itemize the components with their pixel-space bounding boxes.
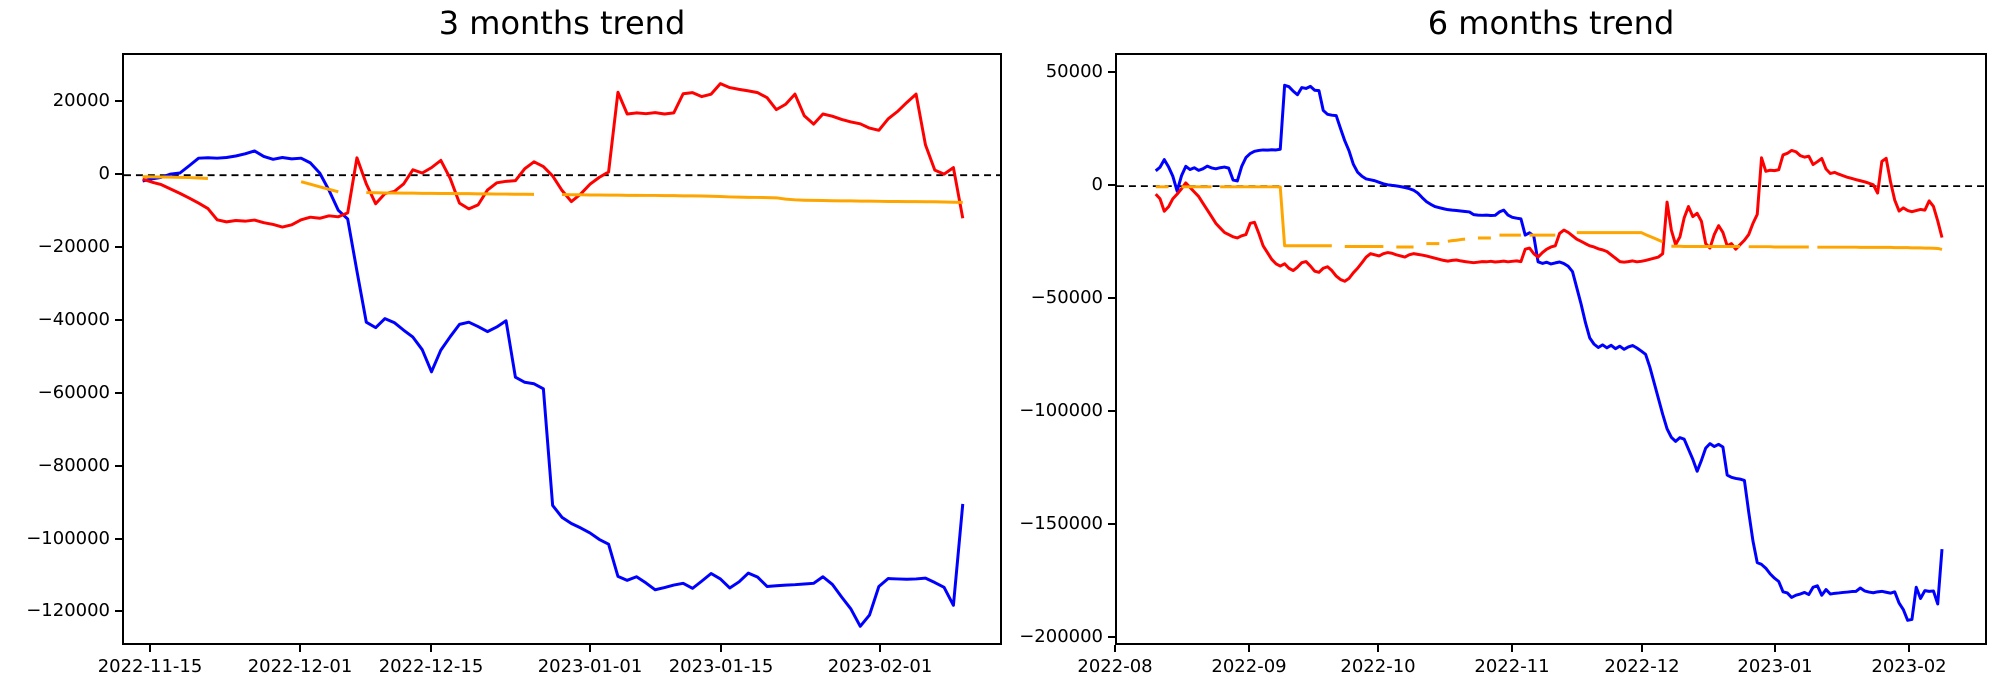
x-tick-mark [1377,645,1379,652]
y-tick-label: −100000 [1019,400,1103,421]
x-tick-label: 2023-01 [1737,656,1813,677]
chart-title-3-months: 3 months trend [438,4,686,42]
plot-area-6-months [1115,53,1987,645]
red-series-line [1154,148,1944,283]
y-tick-label: −40000 [37,309,110,330]
x-tick-mark [720,645,722,652]
x-tick-label: 2022-08 [1077,656,1153,677]
plot-area-3-months [122,53,1002,645]
x-tick-mark [1641,645,1643,652]
y-tick-mark [1108,523,1115,525]
y-tick-mark [115,100,122,102]
chart-svg [124,82,1000,628]
y-tick-label: 0 [98,163,110,184]
orange-series-line [142,175,963,204]
y-tick-label: −150000 [1019,513,1103,534]
y-tick-mark [115,538,122,540]
blue-series-line [142,149,965,628]
x-tick-mark [430,645,432,652]
chart-svg [1117,83,1985,622]
x-tick-label: 2022-11-15 [97,656,203,677]
x-tick-mark [1908,645,1910,652]
y-tick-mark [115,465,122,467]
x-tick-mark [589,645,591,652]
x-tick-mark [299,645,301,652]
y-tick-mark [1108,71,1115,73]
x-tick-label: 2023-01-01 [537,656,643,677]
x-tick-mark [149,645,151,652]
x-tick-label: 2022-12-15 [378,656,484,677]
y-tick-mark [115,246,122,248]
x-tick-label: 2022-10 [1340,656,1416,677]
x-tick-mark [879,645,881,652]
y-tick-label: 20000 [52,90,110,111]
chart-title-6-months: 6 months trend [1427,4,1675,42]
y-tick-mark [1108,184,1115,186]
y-tick-label: −80000 [37,455,110,476]
x-tick-label: 2022-11 [1474,656,1550,677]
y-tick-mark [1108,636,1115,638]
x-tick-mark [1248,645,1250,652]
y-tick-label: −120000 [26,600,110,621]
y-tick-label: −100000 [26,528,110,549]
y-tick-label: 0 [1091,174,1103,195]
y-tick-label: −60000 [37,382,110,403]
y-tick-mark [115,392,122,394]
x-tick-mark [1511,645,1513,652]
x-tick-label: 2023-02-01 [827,656,933,677]
y-tick-mark [115,173,122,175]
x-tick-mark [1114,645,1116,652]
x-tick-label: 2023-02 [1871,656,1947,677]
x-tick-label: 2022-12 [1604,656,1680,677]
orange-series-line [1155,185,1943,251]
y-tick-label: −50000 [1030,287,1103,308]
y-tick-mark [1108,410,1115,412]
y-tick-label: 50000 [1045,61,1103,82]
x-tick-label: 2023-01-15 [668,656,774,677]
x-tick-mark [1774,645,1776,652]
y-tick-label: −200000 [1019,626,1103,647]
y-tick-mark [115,319,122,321]
red-series-line [142,82,965,229]
y-tick-label: −20000 [37,236,110,257]
y-tick-mark [1108,297,1115,299]
x-tick-label: 2022-09 [1211,656,1287,677]
blue-series-line [1154,83,1944,622]
x-tick-label: 2022-12-01 [247,656,353,677]
y-tick-mark [115,610,122,612]
